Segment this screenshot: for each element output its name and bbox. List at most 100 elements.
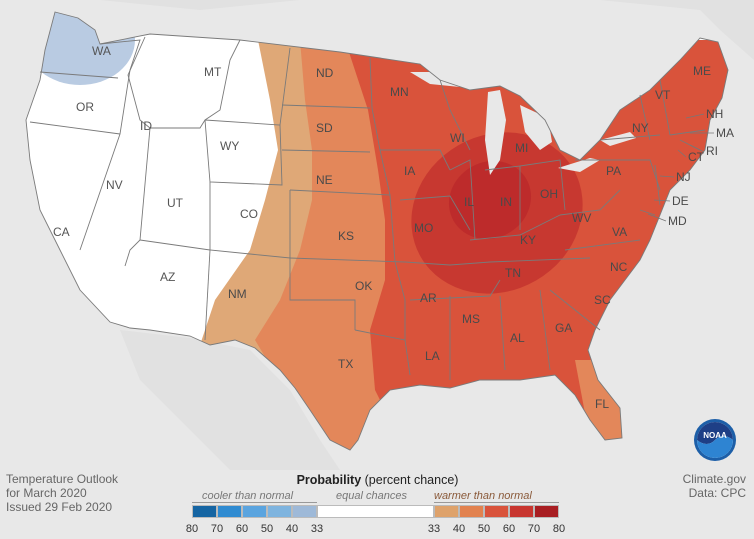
- state-label-al: AL: [510, 331, 525, 345]
- legend-title-rest: (percent chance): [361, 473, 459, 487]
- state-label-ia: IA: [404, 164, 415, 178]
- legend-swatch-cool-2: [242, 505, 267, 518]
- state-label-nm: NM: [228, 287, 247, 301]
- state-label-tx: TX: [338, 357, 353, 371]
- legend-tick-cool-33: 33: [310, 523, 324, 535]
- legend-swatch-cool-0: [192, 505, 217, 518]
- state-label-or: OR: [76, 100, 94, 114]
- lake-superior: [410, 72, 490, 88]
- state-label-ma: MA: [716, 126, 734, 140]
- state-label-oh: OH: [540, 187, 558, 201]
- legend-swatch-warm-0: [434, 505, 459, 518]
- legend-tick-cool-70: 70: [210, 523, 224, 535]
- state-label-nh: NH: [706, 107, 723, 121]
- legend-swatch-warm-4: [534, 505, 559, 518]
- state-label-va: VA: [612, 225, 627, 239]
- outlook-info: Temperature Outlook for March 2020 Issue…: [6, 472, 118, 514]
- legend-swatch-warm-2: [484, 505, 509, 518]
- region-warmer-70: [448, 160, 532, 240]
- legend-tick-cool-40: 40: [285, 523, 299, 535]
- legend-tick-warm-40: 40: [452, 523, 466, 535]
- state-label-wy: WY: [220, 139, 239, 153]
- lake-michigan: [485, 90, 506, 175]
- legend-cooler-bracket: [192, 502, 317, 503]
- state-label-mi: MI: [515, 141, 528, 155]
- mexico-land: [120, 330, 340, 470]
- state-label-nc: NC: [610, 260, 628, 274]
- state-label-ar: AR: [420, 291, 437, 305]
- legend-title: Probability (percent chance): [180, 473, 575, 487]
- us-map: WA OR CA ID NV MT WY UT AZ CO NM ND SD N…: [0, 0, 754, 470]
- state-label-ks: KS: [338, 229, 354, 243]
- legend-warmer-bracket: [434, 502, 559, 503]
- state-label-wa: WA: [92, 44, 111, 58]
- state-label-mo: MO: [414, 221, 433, 235]
- forecast-regions: [26, 12, 728, 450]
- legend-tick-cool-60: 60: [235, 523, 249, 535]
- state-label-ct: CT: [688, 150, 705, 164]
- state-label-wi: WI: [450, 131, 465, 145]
- state-label-mt: MT: [204, 65, 222, 79]
- state-label-la: LA: [425, 349, 440, 363]
- state-borders: [25, 11, 729, 451]
- legend-warmer-label: warmer than normal: [434, 490, 532, 502]
- state-labels: WA OR CA ID NV MT WY UT AZ CO NM ND SD N…: [53, 44, 734, 411]
- legend-cooler-label: cooler than normal: [202, 490, 294, 502]
- state-label-ga: GA: [555, 321, 572, 335]
- state-label-ms: MS: [462, 312, 480, 326]
- legend-swatch-cool-3: [267, 505, 292, 518]
- lake-erie: [558, 158, 600, 172]
- legend: Probability (percent chance) cooler than…: [180, 473, 575, 535]
- outlook-issued: Issued 29 Feb 2020: [6, 500, 113, 514]
- state-label-nj: NJ: [676, 170, 691, 184]
- legend-tick-cool-50: 50: [260, 523, 274, 535]
- legend-tick-cool-80: 80: [185, 523, 199, 535]
- outlook-period: for March 2020: [6, 486, 87, 500]
- legend-tick-warm-60: 60: [502, 523, 516, 535]
- state-label-ne: NE: [316, 173, 333, 187]
- legend-title-bold: Probability: [296, 473, 362, 487]
- state-label-vt: VT: [655, 88, 671, 102]
- source-data: Data: CPC: [688, 486, 746, 500]
- legend-tick-warm-50: 50: [477, 523, 491, 535]
- state-label-de: DE: [672, 194, 689, 208]
- state-label-ut: UT: [167, 196, 184, 210]
- state-label-pa: PA: [606, 164, 621, 178]
- state-label-mn: MN: [390, 85, 409, 99]
- canada-land: [0, 0, 754, 60]
- state-label-fl: FL: [595, 397, 609, 411]
- legend-swatch-cool-4: [292, 505, 317, 518]
- outlook-title: Temperature Outlook: [6, 472, 119, 486]
- noaa-logo: NOAA: [693, 418, 737, 462]
- state-label-co: CO: [240, 207, 258, 221]
- state-label-ca: CA: [53, 225, 70, 239]
- state-label-ny: NY: [632, 121, 649, 135]
- state-label-nd: ND: [316, 66, 334, 80]
- state-label-me: ME: [693, 64, 711, 78]
- map-area: WA OR CA ID NV MT WY UT AZ CO NM ND SD N…: [0, 0, 754, 470]
- lake-ontario: [600, 132, 636, 146]
- legend-tick-warm-33: 33: [427, 523, 441, 535]
- state-label-ky: KY: [520, 233, 536, 247]
- noaa-logo-text: NOAA: [703, 431, 727, 440]
- legend-swatch-warm-1: [459, 505, 484, 518]
- state-label-ok: OK: [355, 279, 372, 293]
- legend-equal-label: equal chances: [336, 490, 407, 502]
- state-label-nv: NV: [106, 178, 123, 192]
- state-label-sc: SC: [594, 293, 611, 307]
- state-label-in: IN: [500, 195, 512, 209]
- legend-tick-warm-70: 70: [527, 523, 541, 535]
- state-label-tn: TN: [505, 266, 521, 280]
- lake-huron: [520, 105, 552, 150]
- legend-swatch-cool-1: [217, 505, 242, 518]
- state-label-wv: WV: [572, 211, 591, 225]
- state-leader-lines: [647, 113, 714, 222]
- state-label-id: ID: [140, 119, 152, 133]
- source-info: Climate.gov Data: CPC: [683, 472, 746, 500]
- state-label-il: IL: [464, 195, 474, 209]
- source-site: Climate.gov: [682, 472, 746, 486]
- legend-swatch-warm-3: [509, 505, 534, 518]
- state-label-az: AZ: [160, 270, 175, 284]
- state-label-sd: SD: [316, 121, 333, 135]
- legend-tick-warm-80: 80: [552, 523, 566, 535]
